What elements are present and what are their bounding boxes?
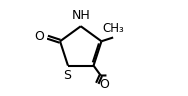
Text: O: O [100, 78, 110, 91]
Text: NH: NH [71, 9, 90, 22]
Text: S: S [64, 69, 71, 82]
Text: CH₃: CH₃ [102, 22, 124, 35]
Text: O: O [34, 30, 44, 43]
